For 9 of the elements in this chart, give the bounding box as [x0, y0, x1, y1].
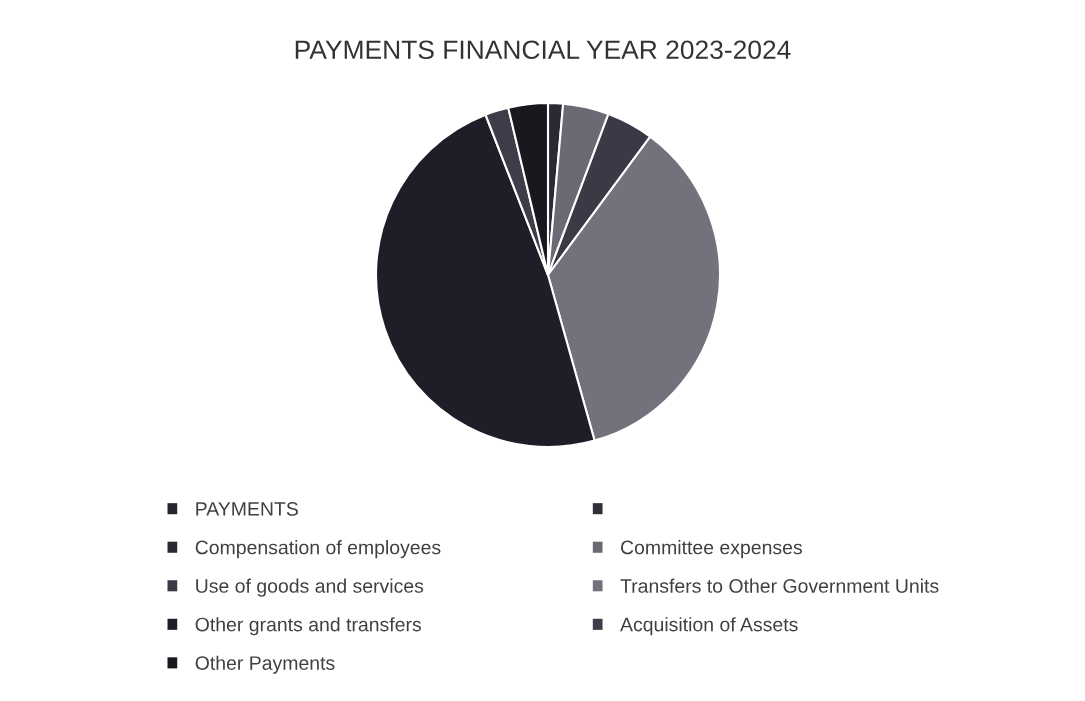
legend-label: Compensation of employees — [195, 540, 441, 559]
legend-label: Committee expenses — [621, 540, 802, 559]
legend-label: PAYMENTS — [196, 502, 298, 516]
legend-label: Other grants and transfers — [195, 617, 421, 636]
chart-title: PAYMENTS FINANCIAL YEAR 2023-2024 — [295, 40, 791, 60]
legend-label: Other Payments — [195, 655, 335, 674]
legend-label: Transfers to Other Government Units — [620, 578, 939, 593]
legend-label: Use of goods and services — [196, 578, 424, 597]
legend-label: Acquisition of Assets — [620, 617, 798, 636]
